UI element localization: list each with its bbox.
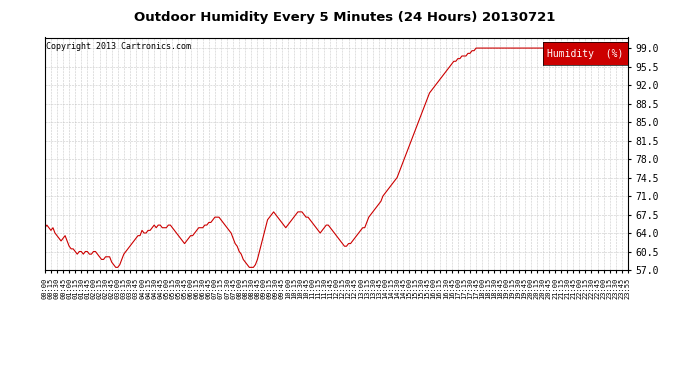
Text: Outdoor Humidity Every 5 Minutes (24 Hours) 20130721: Outdoor Humidity Every 5 Minutes (24 Hou… — [135, 11, 555, 24]
Text: Copyright 2013 Cartronics.com: Copyright 2013 Cartronics.com — [46, 42, 191, 51]
